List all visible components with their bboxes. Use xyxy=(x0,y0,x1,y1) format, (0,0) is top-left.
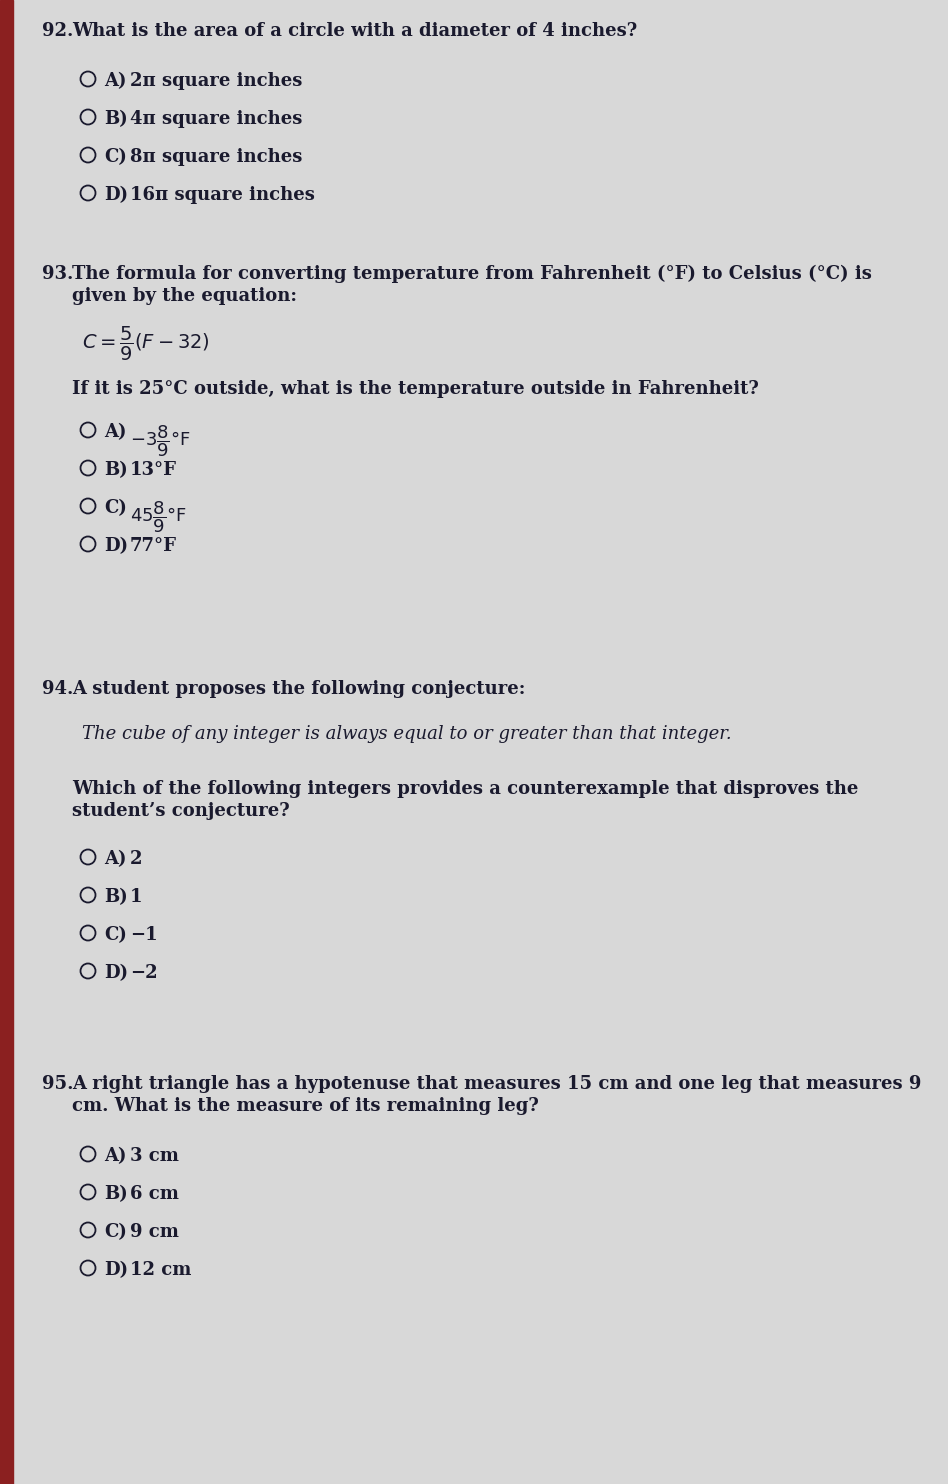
Text: cm. What is the measure of its remaining leg?: cm. What is the measure of its remaining… xyxy=(72,1097,538,1114)
Text: D): D) xyxy=(104,186,128,203)
Text: D): D) xyxy=(104,965,128,982)
Text: What is the area of a circle with a diameter of 4 inches?: What is the area of a circle with a diam… xyxy=(72,22,637,40)
Text: B): B) xyxy=(104,462,128,479)
Text: 12 cm: 12 cm xyxy=(130,1261,191,1279)
Text: The cube of any integer is always equal to or greater than that integer.: The cube of any integer is always equal … xyxy=(82,726,732,743)
Text: student’s conjecture?: student’s conjecture? xyxy=(72,801,290,821)
Text: 2: 2 xyxy=(130,850,142,868)
Text: B): B) xyxy=(104,887,128,907)
Text: A): A) xyxy=(104,423,126,441)
Text: 94.: 94. xyxy=(42,680,73,697)
Bar xyxy=(0,0,13,1484)
Text: C): C) xyxy=(104,499,127,516)
Text: 77°F: 77°F xyxy=(130,537,177,555)
Text: A right triangle has a hypotenuse that measures 15 cm and one leg that measures : A right triangle has a hypotenuse that m… xyxy=(72,1074,921,1094)
Text: 13°F: 13°F xyxy=(130,462,177,479)
Text: −1: −1 xyxy=(130,926,157,944)
Text: C): C) xyxy=(104,1223,127,1241)
Text: $C = \dfrac{5}{9}\left(F - 32\right)$: $C = \dfrac{5}{9}\left(F - 32\right)$ xyxy=(82,325,210,364)
Text: 95.: 95. xyxy=(42,1074,74,1094)
Text: The formula for converting temperature from Fahrenheit (°F) to Celsius (°C) is: The formula for converting temperature f… xyxy=(72,266,872,283)
Text: 9 cm: 9 cm xyxy=(130,1223,179,1241)
Text: D): D) xyxy=(104,537,128,555)
Text: A student proposes the following conjecture:: A student proposes the following conject… xyxy=(72,680,525,697)
Text: 1: 1 xyxy=(130,887,142,907)
Text: $-3\dfrac{8}{9}$°F: $-3\dfrac{8}{9}$°F xyxy=(130,423,191,459)
Text: D): D) xyxy=(104,1261,128,1279)
Text: 3 cm: 3 cm xyxy=(130,1147,179,1165)
Text: 6 cm: 6 cm xyxy=(130,1186,179,1204)
Text: Which of the following integers provides a counterexample that disproves the: Which of the following integers provides… xyxy=(72,781,858,798)
Text: C): C) xyxy=(104,926,127,944)
Text: 93.: 93. xyxy=(42,266,73,283)
Text: given by the equation:: given by the equation: xyxy=(72,286,297,306)
Text: B): B) xyxy=(104,110,128,128)
Text: A): A) xyxy=(104,73,126,91)
Text: If it is 25°C outside, what is the temperature outside in Fahrenheit?: If it is 25°C outside, what is the tempe… xyxy=(72,380,758,398)
Text: $45\dfrac{8}{9}$°F: $45\dfrac{8}{9}$°F xyxy=(130,499,187,534)
Text: 16π square inches: 16π square inches xyxy=(130,186,315,203)
Text: 4π square inches: 4π square inches xyxy=(130,110,302,128)
Text: C): C) xyxy=(104,148,127,166)
Text: 2π square inches: 2π square inches xyxy=(130,73,302,91)
Text: A): A) xyxy=(104,1147,126,1165)
Text: B): B) xyxy=(104,1186,128,1204)
Text: −2: −2 xyxy=(130,965,157,982)
Text: 92.: 92. xyxy=(42,22,73,40)
Text: 8π square inches: 8π square inches xyxy=(130,148,302,166)
Text: A): A) xyxy=(104,850,126,868)
